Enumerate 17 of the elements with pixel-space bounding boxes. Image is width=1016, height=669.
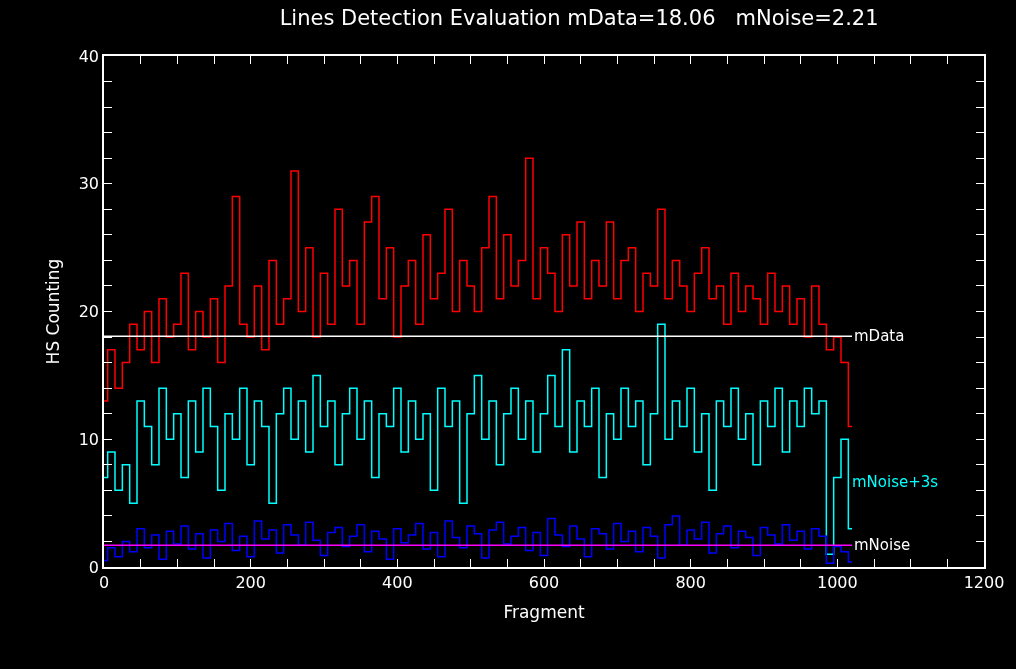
y-tick-label: 30 <box>78 174 100 194</box>
ref-line-label: mData <box>854 327 905 345</box>
x-tick-label: 1200 <box>963 572 1005 592</box>
x-tick-label: 800 <box>675 572 706 592</box>
y-axis-title: HS Counting <box>42 258 63 365</box>
chart-title: Lines Detection Evaluation mData=18.06 mNoise=2.21 <box>279 5 879 30</box>
series-label: mNoise+3s <box>852 473 939 491</box>
y-tick-label: 40 <box>78 46 100 66</box>
x-tick-label: 200 <box>235 572 266 592</box>
x-axis-title: Fragment <box>503 601 585 622</box>
x-tick-label: 600 <box>528 572 560 592</box>
y-tick-label: 20 <box>78 302 100 322</box>
x-tick-label: 1000 <box>816 572 858 592</box>
x-tick-label: 400 <box>382 572 413 592</box>
y-tick-label: 10 <box>78 429 100 449</box>
ref-line-label: mNoise <box>854 536 911 554</box>
y-tick-label: 0 <box>88 557 100 577</box>
